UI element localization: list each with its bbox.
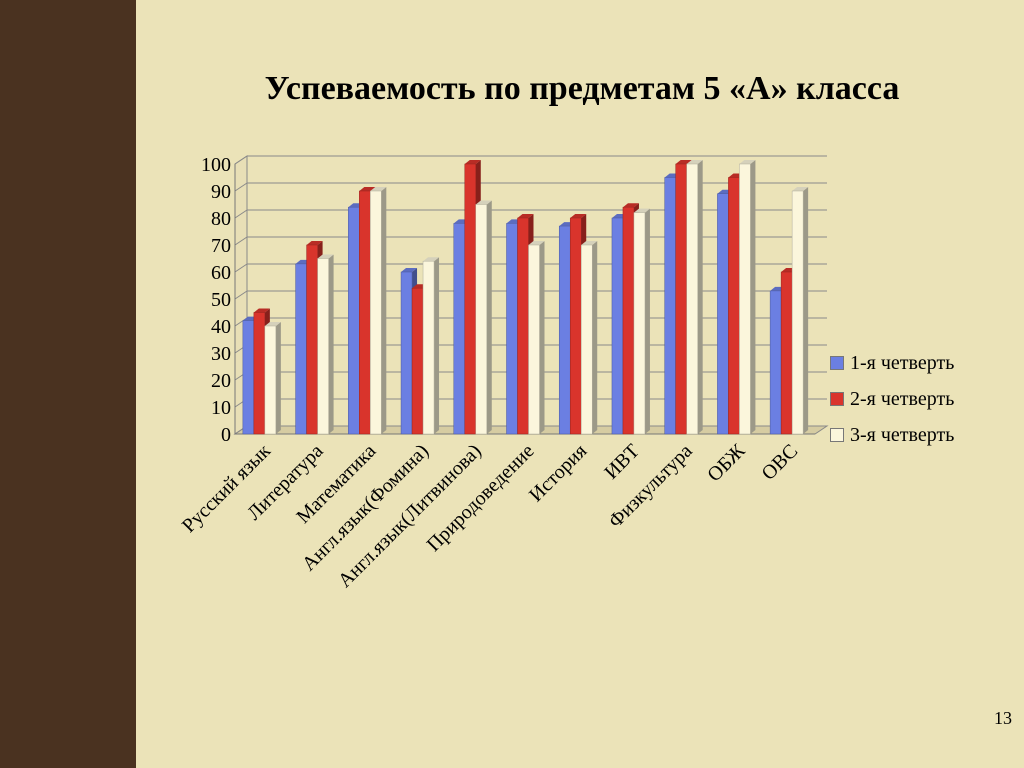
bar-side (803, 187, 809, 434)
bar (622, 206, 635, 435)
bar (411, 287, 424, 435)
bar (253, 312, 266, 435)
legend-item: 1-я четверть (830, 345, 954, 381)
bar-side (750, 160, 756, 434)
y-tick-label: 30 (211, 343, 231, 365)
bar-top (359, 187, 376, 191)
bar (675, 163, 687, 435)
bar-top (570, 214, 587, 218)
bar-top (423, 257, 440, 262)
bar (717, 193, 729, 435)
slide-title: Успеваемость по предметам 5 «А» класса (264, 70, 900, 107)
gridline-depth (234, 263, 248, 273)
chart-legend: 1-я четверть 2-я четверть 3-я четверть (830, 345, 954, 453)
bar (569, 217, 582, 435)
bar-top (517, 214, 534, 218)
x-tick-label: История (525, 440, 591, 506)
gridline-depth (234, 290, 248, 300)
bar (517, 217, 529, 435)
bar (475, 204, 488, 435)
legend-swatch (830, 392, 844, 406)
bar-top (581, 241, 598, 245)
legend-swatch (830, 428, 844, 442)
bar (528, 244, 540, 435)
legend-label: 1-я четверть (850, 351, 955, 374)
x-tick-label: ОБЖ (703, 440, 749, 486)
x-tick-label: ОВС (758, 440, 803, 485)
bar-top (675, 160, 692, 164)
bar (633, 212, 646, 435)
bar-top (622, 203, 639, 208)
bar (370, 190, 382, 435)
bar (295, 263, 307, 435)
bar-top (464, 160, 481, 164)
bar-side (486, 200, 492, 434)
bar (317, 258, 329, 435)
bar (348, 206, 360, 435)
bar-side (697, 160, 703, 434)
bar-side (434, 257, 440, 434)
bar-top (370, 187, 387, 191)
y-tick-label: 10 (211, 397, 231, 419)
bar-top (253, 308, 270, 313)
bar-top (528, 241, 545, 245)
y-tick-label: 0 (221, 424, 231, 446)
decorative-side-image (0, 0, 136, 768)
legend-item: 3-я четверть (830, 417, 954, 453)
bar (453, 223, 466, 435)
bar (400, 271, 413, 435)
legend-label: 3-я четверть (850, 423, 955, 446)
gridline-depth (234, 209, 248, 219)
x-tick-label: ИВТ (600, 440, 644, 484)
legend-label: 2-я четверть (850, 387, 955, 410)
gridline-depth (234, 182, 248, 192)
y-tick-label: 100 (201, 154, 231, 176)
bar-top (686, 160, 703, 164)
bar-top (739, 160, 756, 164)
y-tick-label: 20 (211, 370, 231, 392)
bar-top (264, 322, 281, 326)
gridline-depth (234, 155, 248, 165)
bar-top (401, 268, 418, 272)
bar-side (592, 241, 598, 434)
legend-swatch (830, 356, 844, 370)
y-tick-label: 70 (211, 235, 231, 257)
bar (739, 163, 751, 435)
bar (464, 163, 477, 435)
y-tick-label: 40 (211, 316, 231, 338)
gridline-depth (234, 236, 248, 246)
bar-top (475, 200, 492, 205)
y-tick-label: 50 (211, 289, 231, 311)
page-number: 13 (994, 708, 1012, 728)
legend-item: 2-я четверть (830, 381, 954, 417)
bar-side (381, 187, 387, 434)
y-tick-label: 90 (211, 181, 231, 203)
y-tick-label: 60 (211, 262, 231, 284)
bar (580, 244, 593, 435)
bar (769, 290, 782, 435)
bar-top (792, 187, 809, 191)
bar (422, 260, 435, 435)
bar-top (306, 241, 323, 245)
bar (359, 190, 371, 435)
bar (728, 177, 740, 435)
bar (791, 190, 804, 435)
bar (242, 320, 255, 435)
bar (664, 177, 676, 435)
bar (506, 223, 518, 435)
bar-side (328, 254, 334, 434)
bar-top (633, 208, 650, 213)
bar-side (644, 208, 650, 434)
bar (611, 217, 624, 435)
bar (264, 325, 277, 435)
bar-side (539, 241, 545, 434)
bar (306, 244, 318, 435)
bar (780, 271, 793, 435)
bar (558, 225, 571, 435)
y-tick-label: 80 (211, 208, 231, 230)
bar-side (275, 322, 281, 434)
bar-top (317, 254, 334, 259)
bar (686, 163, 698, 435)
